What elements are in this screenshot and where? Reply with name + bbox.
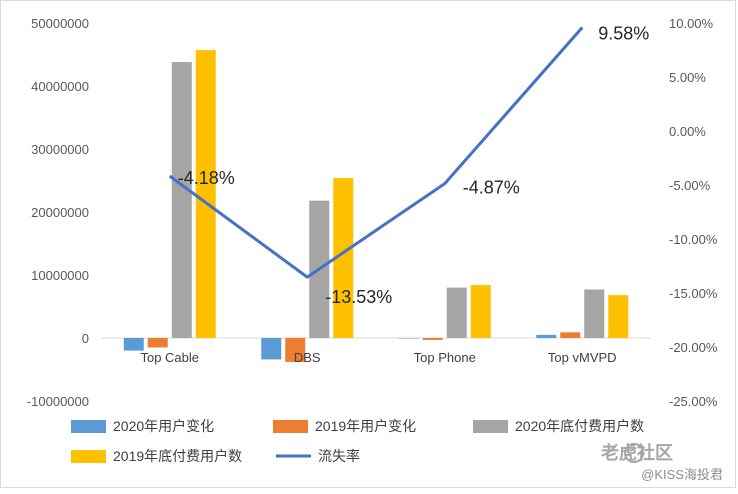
right-axis-tick-label: -15.00% — [669, 286, 718, 301]
legend-swatch — [273, 420, 308, 433]
right-axis-tick-label: -5.00% — [669, 178, 711, 193]
category-label: Top Phone — [414, 350, 476, 365]
right-axis: -25.00% -20.00% -15.00% -10.00% -5.00% 0.00% 5… — [669, 16, 718, 409]
churn-rate-label: -4.18% — [178, 168, 235, 188]
line-data-labels: -4.18% -13.53% -4.87% 9.58% — [178, 24, 650, 308]
legend-swatch — [71, 450, 106, 463]
bar-2 — [422, 338, 443, 340]
bar-1 — [398, 338, 419, 339]
right-axis-tick-label: -10.00% — [669, 232, 718, 247]
watermark-sub: @KISS海投君 — [641, 467, 723, 482]
legend-item: 2020年底付费用户数 — [473, 418, 644, 434]
left-axis-tick-label: 20000000 — [31, 205, 89, 220]
category-label: Top vMVPD — [548, 350, 617, 365]
bar-3 — [171, 62, 192, 339]
left-axis-tick-label: 30000000 — [31, 142, 89, 157]
legend: 2020年用户变化 2019年用户变化 2020年底付费用户数 2019年底付费用户数… — [71, 418, 644, 464]
bar-1 — [123, 338, 144, 351]
bar-3 — [584, 289, 605, 338]
right-axis-tick-label: 0.00% — [669, 124, 706, 139]
bar-1 — [261, 338, 282, 360]
right-axis-tick-label: 10.00% — [669, 16, 714, 31]
right-axis-tick-label: -20.00% — [669, 340, 718, 355]
bar-2 — [560, 332, 581, 338]
legend-item: 2019年底付费用户数 — [71, 448, 242, 464]
left-axis-tick-label: 10000000 — [31, 268, 89, 283]
bar-4 — [195, 50, 216, 339]
bar-series-group — [123, 50, 629, 362]
legend-swatch — [473, 420, 508, 433]
legend-label: 2019年底付费用户数 — [113, 448, 242, 464]
churn-rate-label: 9.58% — [598, 24, 649, 44]
legend-label: 2020年用户变化 — [113, 418, 214, 434]
bar-4 — [333, 177, 354, 338]
tiger-logo-icon — [624, 443, 644, 463]
category-label: Top Cable — [140, 350, 199, 365]
left-axis-tick-label: 40000000 — [31, 79, 89, 94]
left-axis-tick-label: 50000000 — [31, 16, 89, 31]
left-axis-tick-label: 0 — [82, 331, 89, 346]
bar-2 — [147, 338, 168, 348]
left-axis-tick-label: -10000000 — [27, 394, 89, 409]
legend-item: 流失率 — [276, 448, 360, 464]
legend-label: 2019年用户变化 — [315, 418, 416, 434]
left-axis: -10000000 0 10000000 20000000 30000000 400000… — [27, 16, 89, 409]
legend-item: 2019年用户变化 — [273, 418, 416, 434]
bar-4 — [608, 295, 629, 338]
category-labels: Top Cable DBS Top Phone Top vMVPD — [140, 350, 616, 365]
churn-rate-label: -13.53% — [325, 287, 392, 307]
bar-2 — [285, 338, 306, 362]
right-axis-tick-label: 5.00% — [669, 70, 706, 85]
watermark-main: 老虎社区 — [601, 442, 673, 463]
line-series-group — [168, 26, 584, 279]
churn-rate-label: -4.87% — [463, 178, 520, 198]
legend-item: 2020年用户变化 — [71, 418, 214, 434]
bar-1 — [536, 334, 557, 338]
churn-rate-line — [168, 26, 584, 279]
legend-swatch — [71, 420, 106, 433]
right-axis-tick-label: -25.00% — [669, 394, 718, 409]
category-label: DBS — [294, 350, 321, 365]
legend-label: 2020年底付费用户数 — [515, 418, 644, 434]
legend-label: 流失率 — [318, 448, 360, 464]
bar-3 — [446, 287, 467, 338]
bar-4 — [470, 285, 491, 338]
watermark: 老虎社区 @KISS海投君 — [601, 442, 723, 482]
